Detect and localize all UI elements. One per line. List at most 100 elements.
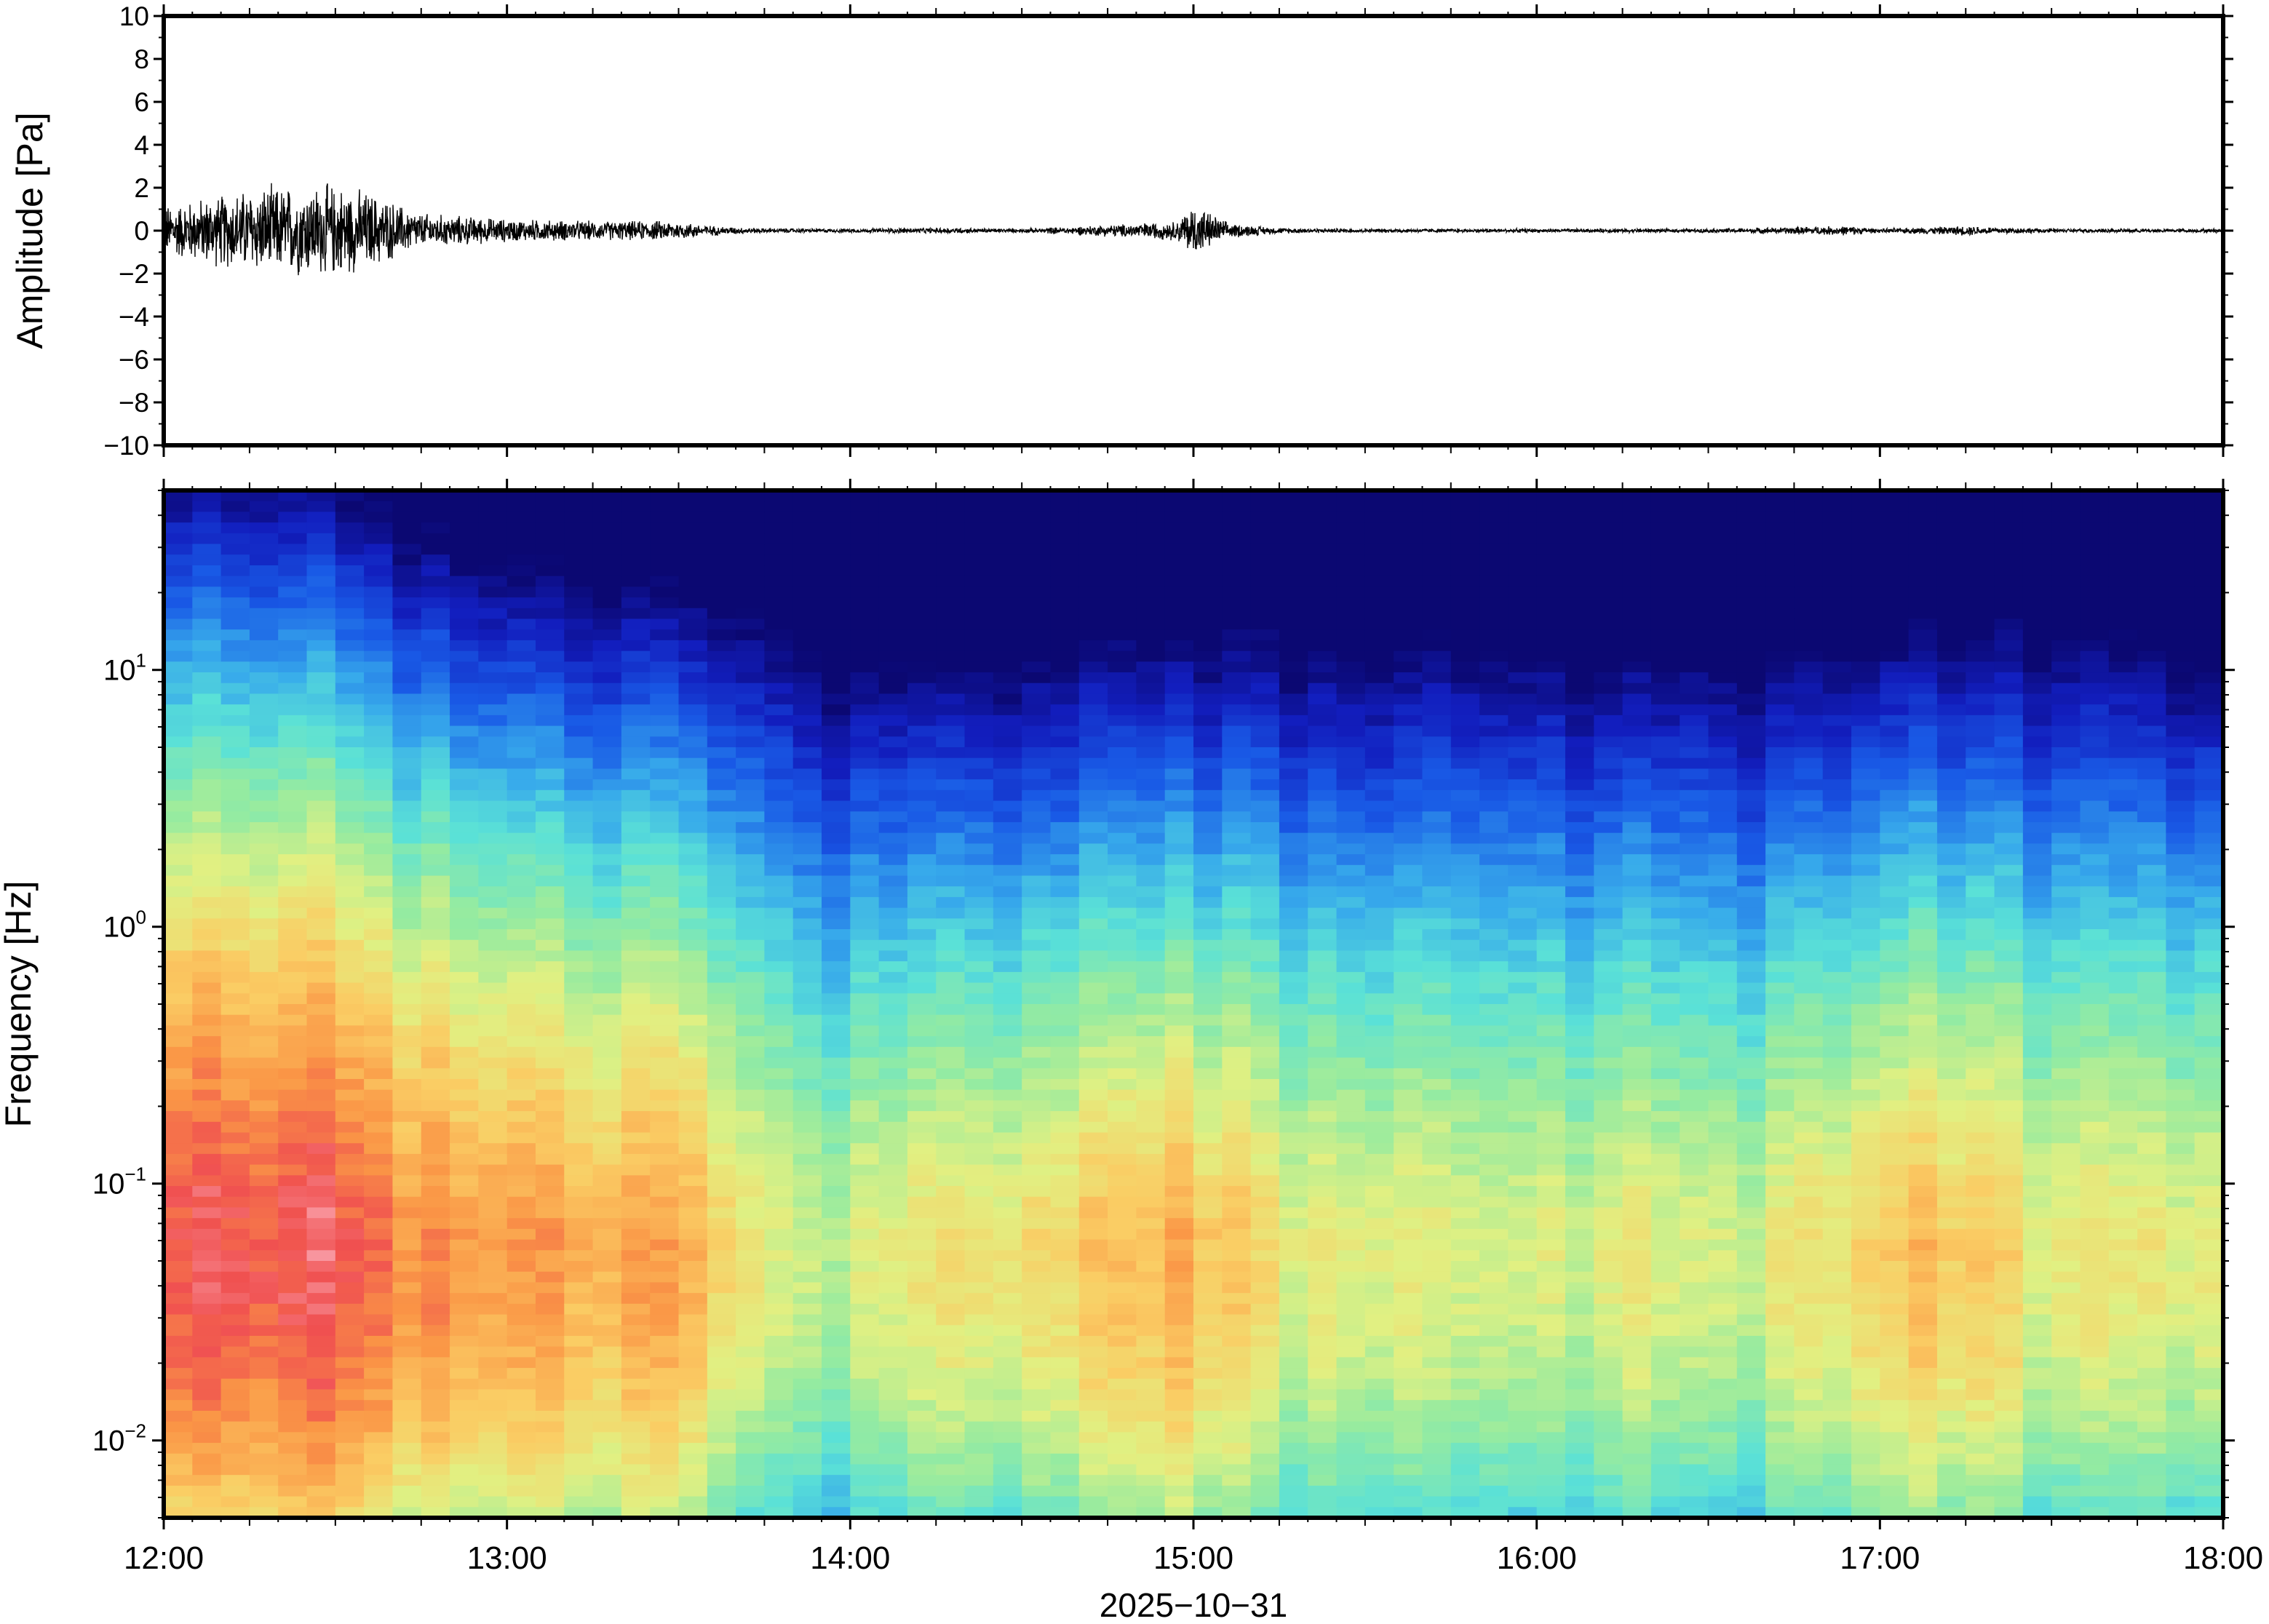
spectrogram-cell xyxy=(392,640,422,652)
spectrogram-cell xyxy=(1193,832,1223,845)
spectrogram-cell xyxy=(164,1475,194,1486)
spectrogram-cell xyxy=(392,821,422,834)
spectrogram-cell xyxy=(1308,1421,1338,1433)
spectrogram-cell xyxy=(1394,993,1423,1005)
spectrogram-cell xyxy=(535,704,565,716)
spectrogram-cell xyxy=(450,747,480,759)
spectrogram-cell xyxy=(1479,501,1509,513)
spectrogram-cell xyxy=(1394,961,1423,973)
spectrogram-cell xyxy=(506,512,536,523)
spectrogram-cell xyxy=(1394,1400,1423,1412)
spectrogram-cell xyxy=(306,672,336,684)
spectrogram-cell xyxy=(736,747,766,759)
spectrogram-cell xyxy=(306,1400,336,1412)
spectrogram-cell xyxy=(878,1121,908,1134)
spectrogram-cell xyxy=(1193,736,1223,748)
spectrogram-cell xyxy=(1022,629,1052,641)
spectrogram-cell xyxy=(1336,1400,1366,1412)
spectrogram-cell xyxy=(1308,1228,1338,1241)
spectrogram-cell xyxy=(450,1186,480,1198)
spectrogram-cell xyxy=(1250,586,1280,598)
spectrogram-cell xyxy=(964,1378,994,1390)
spectrogram-cell xyxy=(1050,522,1080,534)
spectrogram-cell xyxy=(592,533,622,545)
spectrogram-cell xyxy=(1479,1025,1509,1037)
spectrogram-cell xyxy=(364,1261,394,1273)
spectrogram-cell xyxy=(878,1293,908,1305)
spectrogram-cell xyxy=(164,993,194,1005)
spectrogram-cell xyxy=(1536,864,1566,877)
spectrogram-cell xyxy=(1308,1196,1338,1209)
spectrogram-cell xyxy=(1078,682,1108,695)
spectrogram-cell xyxy=(1136,1410,1166,1422)
spectrogram-cell xyxy=(1536,618,1566,631)
spectrogram-cell xyxy=(936,918,966,930)
spectrogram-cell xyxy=(1279,811,1309,823)
spectrogram-cell xyxy=(335,640,365,652)
spectrogram-cell xyxy=(1308,1475,1338,1486)
waveform-y-tick-label: −6 xyxy=(119,345,149,375)
spectrogram-cell xyxy=(936,1121,966,1134)
spectrogram-cell xyxy=(1479,1036,1509,1048)
spectrogram-cell xyxy=(364,1250,394,1262)
spectrogram-cell xyxy=(306,1228,336,1241)
spectrogram-cell xyxy=(621,682,651,695)
spectrogram-cell xyxy=(192,993,222,1005)
spectrogram-cell xyxy=(736,1496,766,1508)
spectrogram-cell xyxy=(1479,1303,1509,1315)
spectrogram-cell xyxy=(306,1164,336,1177)
spectrogram-cell xyxy=(364,1228,394,1241)
spectrogram-cell xyxy=(650,1186,680,1198)
spectrogram-cell xyxy=(564,736,594,748)
spectrogram-cell xyxy=(650,1453,680,1465)
spectrogram-cell xyxy=(1164,1207,1194,1219)
spectrogram-cell xyxy=(192,1228,222,1241)
spectrogram-cell xyxy=(850,896,880,909)
spectrogram-cell xyxy=(335,544,365,556)
spectrogram-cell xyxy=(907,1432,937,1444)
spectrogram-cell xyxy=(1394,1004,1423,1016)
spectrogram-cell xyxy=(650,993,680,1005)
spectrogram-cell xyxy=(1394,1432,1423,1444)
spectrogram-cell xyxy=(1078,1121,1108,1134)
spectrogram-cell xyxy=(1279,490,1309,502)
spectrogram-cell xyxy=(1250,1004,1280,1016)
spectrogram-cell xyxy=(1394,1196,1423,1209)
spectrogram-cell xyxy=(1250,682,1280,695)
spectrogram-cell xyxy=(1078,715,1108,727)
spectrogram-cell xyxy=(592,1068,622,1080)
spectrogram-cell xyxy=(1136,1325,1166,1337)
spectrogram-cell xyxy=(1222,490,1252,502)
spectrogram-cell xyxy=(1164,918,1194,930)
spectrogram-cell xyxy=(364,1443,394,1454)
spectrogram-cell xyxy=(650,1357,680,1369)
spectrogram-cell xyxy=(535,907,565,920)
spectrogram-cell xyxy=(621,1132,651,1145)
spectrogram-cell xyxy=(478,618,508,631)
spectrogram-cell xyxy=(1565,640,1595,652)
spectrogram-cell xyxy=(736,1078,766,1091)
spectrogram-cell xyxy=(421,1400,450,1412)
spectrogram-cell xyxy=(1336,736,1366,748)
spectrogram-cell xyxy=(1422,1100,1452,1112)
spectrogram-cell xyxy=(478,1282,508,1294)
spectrogram-cell xyxy=(792,1228,822,1241)
spectrogram-cell xyxy=(192,597,222,609)
spectrogram-cell xyxy=(564,1346,594,1358)
spectrogram-cell xyxy=(164,544,194,556)
spectrogram-cell xyxy=(1164,1475,1194,1486)
spectrogram-cell xyxy=(592,864,622,877)
spectrogram-cell xyxy=(1108,1046,1137,1059)
spectrogram-cell xyxy=(392,586,422,598)
spectrogram-cell xyxy=(1422,1271,1452,1283)
spectrogram-cell xyxy=(220,918,250,930)
spectrogram-cell xyxy=(993,821,1022,834)
spectrogram-cell xyxy=(421,1239,450,1251)
spectrogram-cell xyxy=(1308,779,1338,791)
spectrogram-cell xyxy=(907,1507,937,1518)
spectrogram-cell xyxy=(164,896,194,909)
spectrogram-cell xyxy=(1050,1153,1080,1166)
spectrogram-cell xyxy=(1565,1314,1595,1326)
spectrogram-cell xyxy=(249,1389,279,1401)
